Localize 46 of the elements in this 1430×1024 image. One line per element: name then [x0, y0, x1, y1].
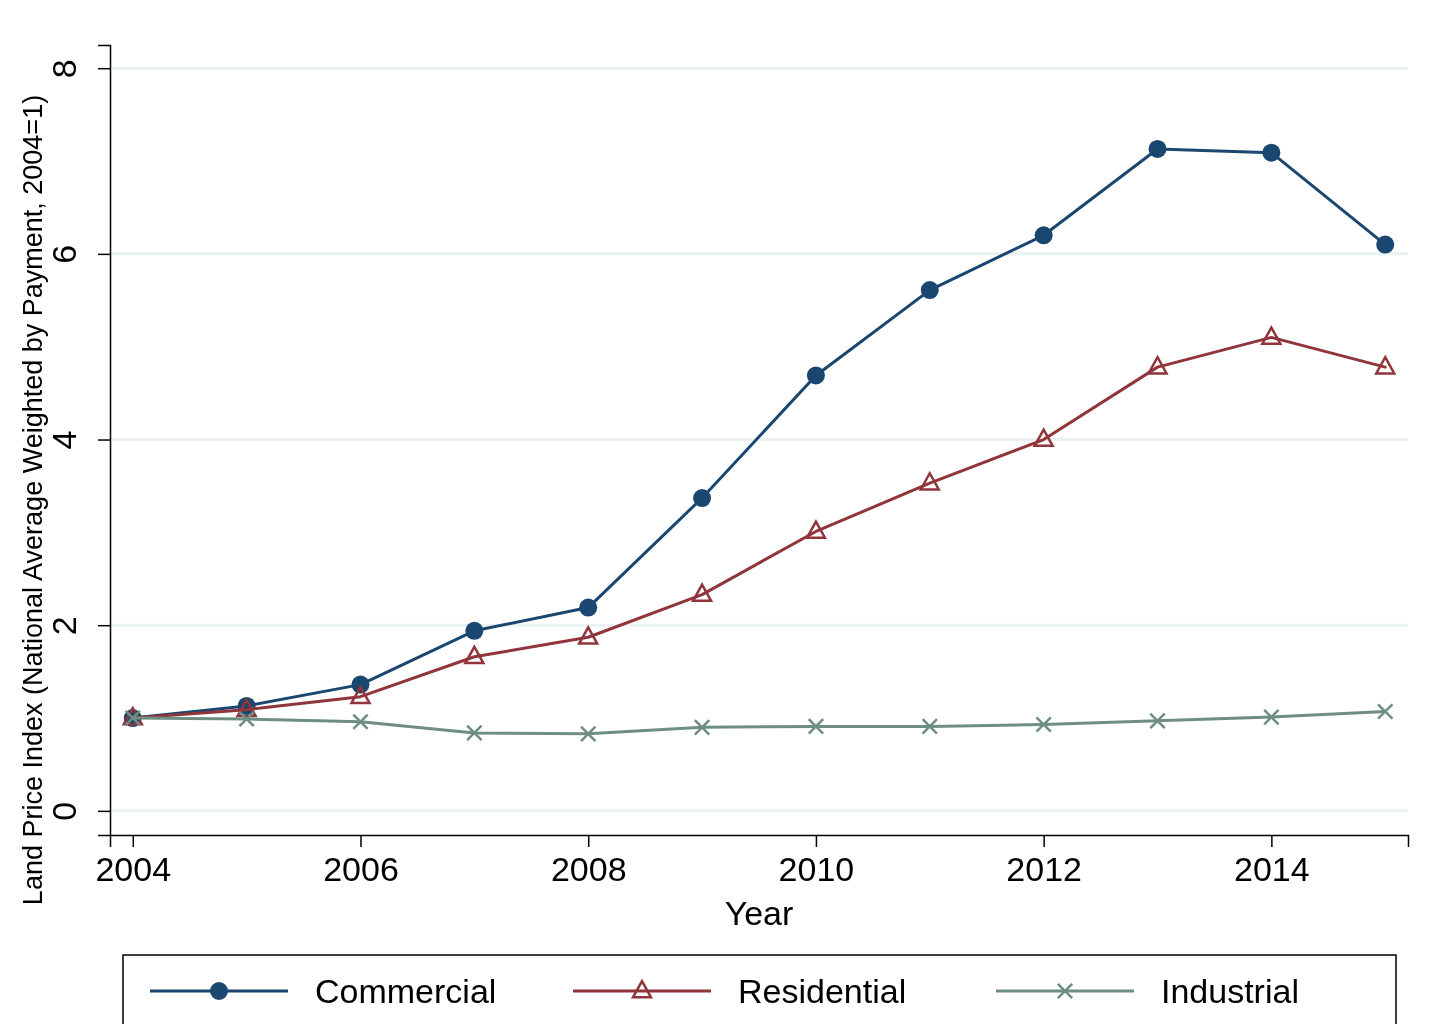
point [1376, 235, 1395, 254]
y-tick-label: 6 [45, 244, 83, 264]
x-axis-title: Year [724, 894, 794, 932]
point [1033, 428, 1054, 448]
y-tick-label: 0 [45, 801, 83, 821]
point [806, 366, 825, 385]
point [1374, 355, 1396, 375]
point [921, 717, 939, 735]
point [577, 626, 599, 645]
y-tick-label: 8 [45, 59, 83, 79]
y-tick-label: 2 [45, 616, 83, 636]
point [1034, 226, 1053, 245]
point [579, 725, 597, 743]
point [1262, 143, 1281, 162]
x-tick-label: 2014 [1234, 849, 1310, 888]
point [1148, 139, 1167, 158]
point [579, 598, 598, 617]
point [919, 472, 941, 491]
point [1376, 703, 1394, 720]
point [693, 718, 711, 736]
point [352, 713, 369, 731]
point [807, 717, 825, 735]
point [920, 281, 939, 300]
point [350, 685, 371, 705]
point [691, 583, 713, 603]
point [465, 724, 483, 742]
y-tick-label: 4 [45, 430, 83, 450]
legend-label: Residential [738, 972, 907, 1010]
point [1262, 708, 1280, 726]
point [238, 710, 256, 728]
x-tick-label: 2006 [323, 849, 399, 888]
point [465, 621, 484, 640]
point [1035, 716, 1053, 733]
point [1149, 712, 1166, 730]
x-tick-label: 2008 [550, 849, 627, 888]
x-tick-label: 2012 [1006, 849, 1082, 888]
point [693, 489, 712, 508]
legend-label: Industrial [1161, 972, 1299, 1010]
x-tick-label: 2010 [778, 849, 855, 888]
y-axis-title: Land Price Index (National Average Weighted by Payment, 2004=1) [18, 94, 48, 906]
legend-label: Commercial [315, 972, 497, 1010]
point [1147, 355, 1168, 375]
x-tick-label: 2004 [95, 849, 172, 888]
point [805, 520, 827, 539]
point [464, 645, 485, 665]
point [1261, 326, 1282, 345]
